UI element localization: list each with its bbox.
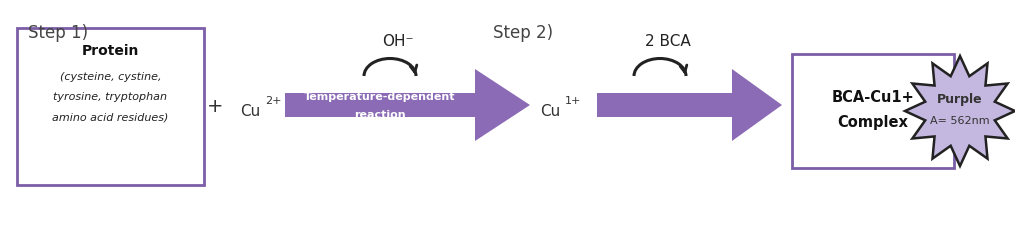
Polygon shape: [285, 69, 530, 141]
FancyBboxPatch shape: [17, 28, 204, 185]
Text: Step 2): Step 2): [493, 24, 553, 42]
Text: reaction: reaction: [354, 110, 406, 120]
Text: Step 1): Step 1): [28, 24, 88, 42]
Polygon shape: [905, 56, 1015, 166]
Text: Purple: Purple: [937, 93, 983, 106]
Polygon shape: [597, 69, 782, 141]
FancyBboxPatch shape: [792, 54, 954, 168]
Text: OH⁻: OH⁻: [383, 33, 414, 49]
Text: Complex: Complex: [837, 115, 908, 131]
Text: (cysteine, cystine,: (cysteine, cystine,: [60, 72, 161, 82]
Text: amino acid residues): amino acid residues): [53, 112, 168, 122]
Text: tyrosine, tryptophan: tyrosine, tryptophan: [54, 92, 167, 102]
Text: BCA-Cu1+: BCA-Cu1+: [831, 90, 915, 104]
Text: 2+: 2+: [265, 96, 281, 106]
Text: +: +: [207, 98, 223, 117]
Text: 2 BCA: 2 BCA: [646, 33, 691, 49]
Text: 1+: 1+: [565, 96, 582, 106]
Text: Temperature-dependent: Temperature-dependent: [304, 92, 456, 102]
Text: Cu: Cu: [240, 104, 260, 118]
Text: A= 562nm: A= 562nm: [930, 116, 990, 126]
Text: Cu: Cu: [540, 104, 560, 118]
Text: Protein: Protein: [82, 44, 139, 58]
